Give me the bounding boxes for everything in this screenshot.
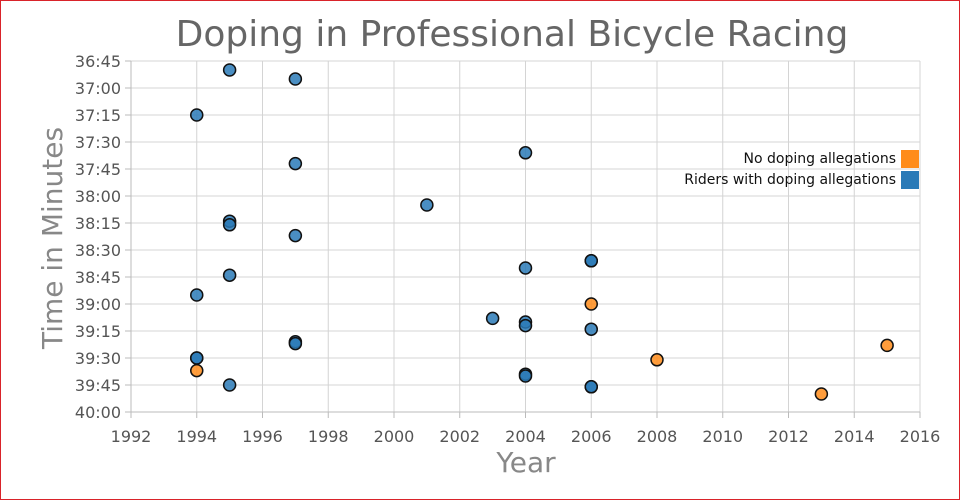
point-doping [222, 63, 237, 77]
y-tick-label: 37:30 [75, 133, 121, 152]
point-doping [222, 218, 237, 232]
y-tick-label: 38:45 [75, 268, 121, 287]
x-tick-label: 2004 [505, 427, 546, 446]
point-doping [518, 369, 533, 383]
point-doping [288, 336, 303, 351]
y-tick-label: 39:30 [75, 349, 121, 368]
y-tick-label: 37:00 [75, 79, 121, 98]
y-tick-label: 37:15 [75, 106, 121, 125]
chart-title: Doping in Professional Bicycle Racing [176, 14, 849, 55]
point-no-doping [190, 363, 204, 378]
point-doping [518, 261, 533, 275]
point-doping [190, 288, 204, 302]
grid [130, 60, 921, 413]
legend-swatch [901, 150, 919, 168]
x-tick-label: 1992 [111, 427, 152, 446]
point-doping [584, 322, 598, 336]
point-doping [288, 72, 303, 86]
point-doping [420, 198, 434, 212]
point-doping [190, 108, 204, 122]
legend-swatch [901, 171, 919, 189]
x-tick-labels: 1992 1994 1996 1998 2000 2002 2004 2006 2008 2010… [111, 427, 941, 446]
y-tick-label: 39:15 [75, 322, 121, 341]
x-tick-label: 1996 [242, 427, 283, 446]
x-axis-label: Year [495, 446, 556, 479]
point-doping [288, 228, 303, 243]
axes [125, 60, 921, 418]
x-tick-label: 2006 [571, 427, 612, 446]
x-tick-label: 2002 [439, 427, 480, 446]
point-no-doping [584, 297, 598, 311]
point-doping [485, 311, 500, 326]
y-tick-label: 38:15 [75, 214, 121, 233]
point-no-doping [814, 387, 829, 401]
y-tick-label: 39:45 [75, 376, 121, 395]
point-doping [518, 318, 533, 333]
x-tick-label: 2012 [768, 427, 809, 446]
point-doping [288, 156, 303, 171]
data-points [190, 63, 894, 401]
point-doping [222, 268, 237, 282]
x-tick-label: 2000 [374, 427, 415, 446]
y-tick-label: 40:00 [75, 403, 121, 422]
legend: No doping allegations Riders with doping … [684, 150, 919, 189]
point-doping [518, 146, 533, 160]
x-tick-label: 1994 [176, 427, 217, 446]
point-doping [190, 351, 204, 365]
x-tick-label: 2010 [702, 427, 743, 446]
x-tick-label: 2016 [900, 427, 941, 446]
point-no-doping [650, 353, 664, 367]
x-tick-label: 2014 [834, 427, 875, 446]
y-tick-label: 38:30 [75, 241, 121, 260]
y-tick-label: 39:00 [75, 295, 121, 314]
legend-label: Riders with doping allegations [684, 172, 896, 188]
point-doping [584, 380, 598, 394]
point-no-doping [880, 338, 894, 353]
x-tick-label: 1998 [308, 427, 349, 446]
x-tick-label: 2008 [637, 427, 678, 446]
y-tick-labels: 36:45 37:00 37:15 37:30 37:45 38:00 38:15 38:30… [75, 52, 121, 422]
y-axis-label: Time in Minutes [36, 127, 69, 350]
y-tick-label: 38:00 [75, 187, 121, 206]
point-doping [222, 378, 237, 392]
legend-label: No doping allegations [744, 151, 896, 167]
y-tick-label: 36:45 [75, 52, 121, 71]
y-tick-label: 37:45 [75, 160, 121, 179]
point-doping [584, 254, 598, 268]
